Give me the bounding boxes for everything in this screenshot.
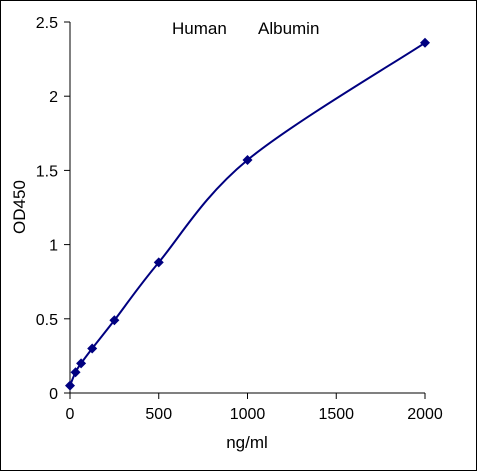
data-point bbox=[242, 155, 253, 166]
data-point bbox=[65, 380, 75, 391]
x-tick-label: 2000 bbox=[407, 406, 443, 423]
fit-curve bbox=[69, 41, 426, 386]
x-axis-ticks: 0 500 1000 1500 2000 bbox=[66, 393, 443, 423]
y-axis-ticks: 0 0.5 1 1.5 2 2.5 bbox=[36, 15, 70, 403]
y-tick-label: 2 bbox=[49, 89, 58, 106]
chart-title-albumin: Albumin bbox=[258, 19, 319, 38]
x-tick-label: 0 bbox=[66, 406, 75, 423]
y-tick-label: 0.5 bbox=[36, 312, 58, 329]
data-points bbox=[65, 37, 430, 391]
data-point bbox=[70, 367, 81, 378]
axes bbox=[69, 22, 425, 394]
data-point bbox=[109, 315, 120, 326]
x-tick-label: 1500 bbox=[318, 406, 354, 423]
y-axis-label: OD450 bbox=[10, 180, 29, 234]
data-point bbox=[420, 37, 430, 48]
y-tick-label: 1 bbox=[49, 238, 58, 255]
chart-title-human: Human bbox=[172, 19, 227, 38]
data-point bbox=[153, 257, 164, 268]
x-axis-label: ng/ml bbox=[226, 433, 268, 452]
y-tick-label: 2.5 bbox=[36, 15, 58, 32]
data-point bbox=[87, 343, 98, 354]
y-tick-label: 1.5 bbox=[36, 163, 58, 180]
y-tick-label: 0 bbox=[49, 386, 58, 403]
x-tick-label: 500 bbox=[145, 406, 172, 423]
data-point bbox=[76, 358, 87, 369]
x-tick-label: 1000 bbox=[230, 406, 266, 423]
